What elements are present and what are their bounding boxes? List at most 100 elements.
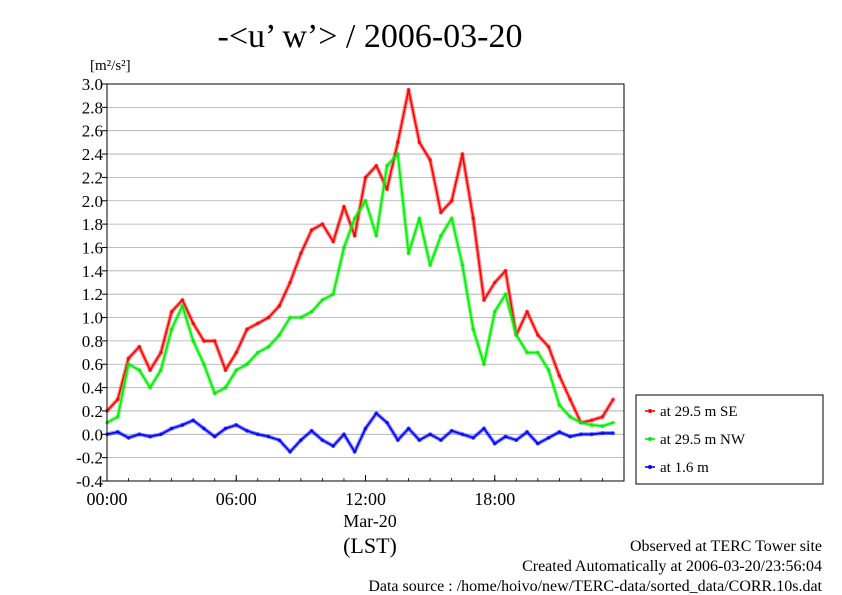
data-point — [439, 233, 443, 238]
data-point — [525, 350, 529, 355]
y-axis: 3.0 2.8 2.6 2.4 2.2 2.0 1.8 1.6 1.4 1.2 1.0 0.8 0.6 0… — [76, 75, 107, 491]
data-point — [396, 152, 400, 156]
data-point — [428, 158, 432, 162]
footer-source: Data source : /home/hoivo/new/TERC-data/… — [368, 578, 822, 595]
data-point — [546, 435, 551, 440]
data-point — [503, 434, 508, 439]
data-point — [288, 315, 292, 320]
data-point — [514, 438, 519, 442]
data-point — [137, 344, 142, 349]
data-point — [266, 315, 271, 320]
data-point — [579, 420, 583, 425]
legend-marker — [648, 409, 652, 413]
data-point — [568, 434, 572, 439]
footer-created: Created Automatically at 2006-03-20/23:5… — [522, 558, 822, 575]
data-point — [611, 420, 616, 425]
data-point — [352, 233, 357, 238]
data-point — [589, 432, 594, 437]
data-point — [234, 368, 239, 372]
data-point — [320, 438, 325, 442]
data-point — [342, 204, 346, 209]
chart-title: -<u’ w’> / 2006-03-20 — [218, 18, 523, 55]
series-halo — [105, 87, 615, 425]
data-point — [471, 435, 476, 440]
y-tick-label: -0.4 — [76, 472, 103, 491]
data-point — [191, 418, 195, 423]
data-point — [320, 222, 325, 226]
data-point — [331, 444, 335, 448]
data-point — [245, 428, 249, 433]
data-point — [255, 432, 260, 437]
y-tick-label: 0.0 — [82, 425, 103, 444]
y-tick-label: 0.8 — [82, 332, 103, 351]
series-halo — [106, 411, 614, 454]
data-point — [352, 216, 357, 221]
data-point — [245, 362, 249, 367]
data-point — [342, 432, 346, 437]
data-point — [202, 362, 206, 367]
data-point — [385, 420, 389, 425]
y-tick-label: 1.6 — [82, 238, 103, 257]
data-point — [449, 216, 454, 221]
data-point — [503, 269, 508, 273]
data-point — [212, 391, 217, 396]
data-point — [245, 327, 249, 332]
data-point — [169, 426, 174, 431]
data-point — [600, 424, 605, 428]
data-point — [137, 432, 142, 437]
data-point — [546, 368, 551, 372]
data-point — [536, 333, 540, 337]
data-point — [191, 321, 195, 326]
x-tick-label: 18:00 — [474, 489, 515, 509]
data-point — [288, 280, 292, 285]
data-point — [363, 175, 368, 180]
data-point — [331, 239, 335, 244]
data-point — [417, 438, 422, 442]
data-point — [126, 362, 131, 367]
data-point — [546, 344, 551, 349]
y-tick-label: 1.2 — [82, 285, 103, 304]
series-line — [106, 412, 614, 453]
data-point — [396, 140, 400, 145]
data-point — [611, 431, 616, 435]
x-date-label: Mar-20 — [343, 511, 397, 531]
data-point — [482, 426, 486, 431]
y-tick-label: 0.2 — [82, 402, 103, 421]
x-axis-label: (LST) — [343, 533, 397, 558]
data-point — [234, 423, 239, 427]
data-point — [234, 350, 239, 355]
data-point — [417, 140, 422, 145]
data-point — [579, 432, 583, 437]
data-point — [439, 438, 443, 442]
y-axis-units: [m²/s²] — [90, 58, 131, 74]
y-tick-label: 1.8 — [82, 215, 103, 234]
plot-frame — [106, 83, 625, 482]
legend-label: at 29.5 m NW — [660, 432, 746, 448]
data-point — [137, 368, 142, 372]
data-point — [126, 435, 131, 440]
data-point — [309, 428, 314, 433]
data-point — [299, 251, 303, 256]
data-point — [536, 441, 540, 446]
y-tick-label: 1.0 — [82, 309, 103, 328]
data-point — [148, 434, 152, 439]
data-point — [417, 216, 422, 221]
data-point — [492, 309, 497, 314]
data-point — [363, 426, 368, 431]
data-point — [277, 438, 282, 442]
data-point — [492, 280, 497, 285]
y-tick-label: 1.4 — [82, 262, 104, 281]
data-point — [115, 430, 120, 434]
data-point — [126, 356, 131, 361]
data-point — [374, 163, 379, 168]
data-point — [169, 327, 174, 332]
data-point — [406, 426, 411, 431]
data-point — [471, 327, 476, 332]
data-point — [266, 344, 271, 349]
data-point — [568, 414, 572, 419]
data-point — [428, 263, 432, 267]
data-point — [514, 333, 519, 337]
data-point — [212, 339, 217, 343]
data-point — [255, 350, 260, 355]
